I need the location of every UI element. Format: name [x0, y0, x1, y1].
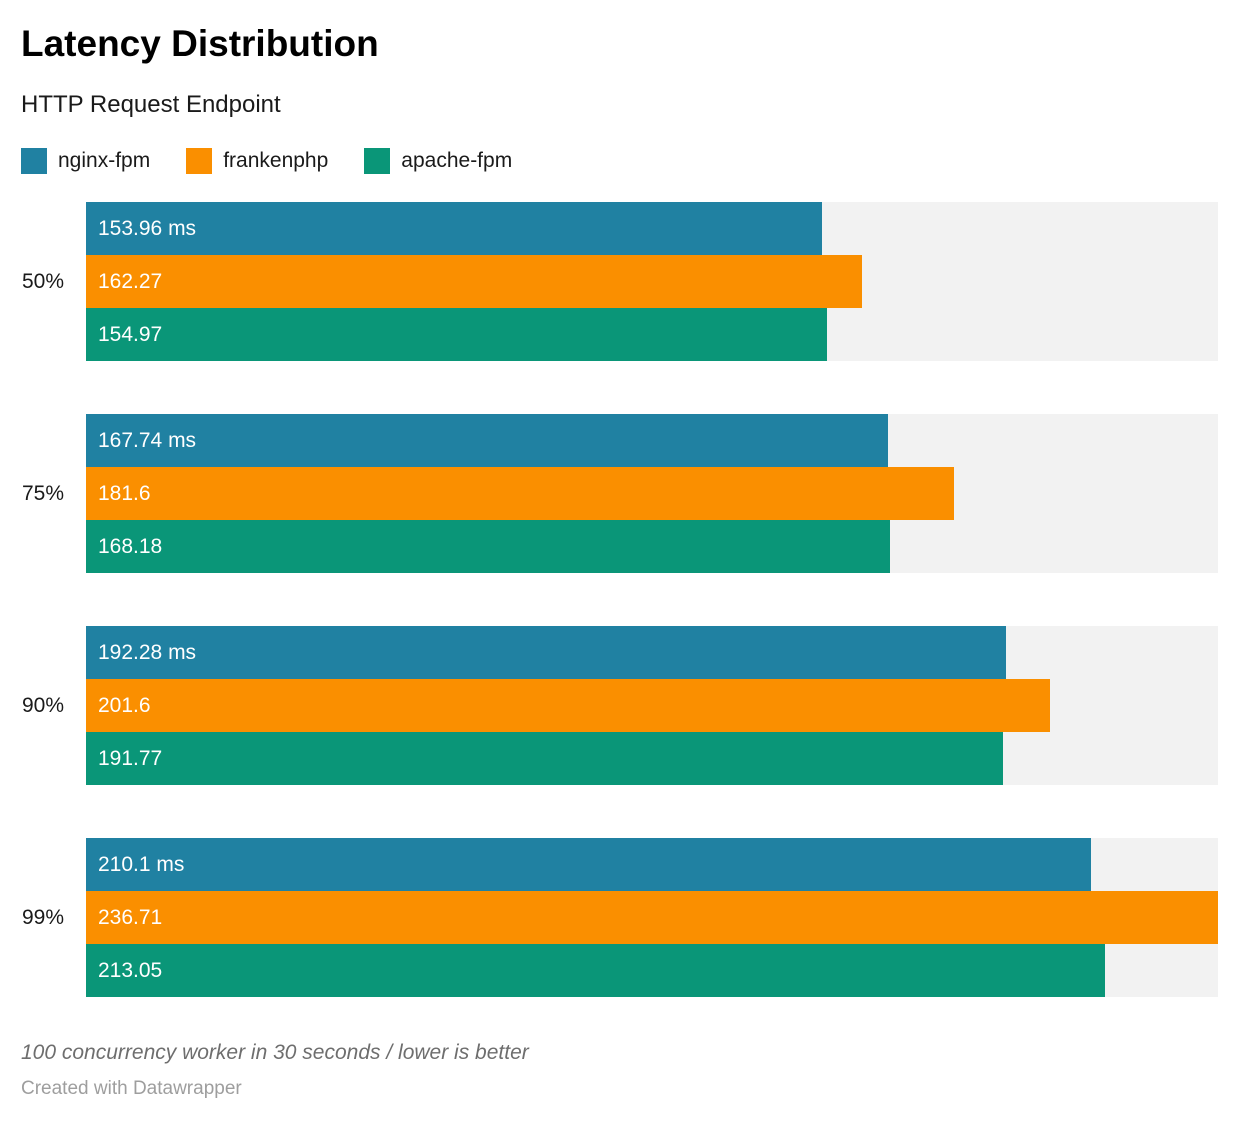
legend-swatch-frankenphp: [186, 148, 213, 174]
bar-nginx-fpm-99%: 210.1 ms: [86, 838, 1091, 891]
bar-apache-fpm-99%: 213.05: [86, 944, 1105, 997]
bar-group-75%: 75% 167.74 ms 181.6 168.18: [0, 414, 1240, 573]
chart-subtitle: HTTP Request Endpoint: [21, 91, 281, 118]
bar-track: 167.74 ms 181.6 168.18: [86, 414, 1218, 573]
bar-value-label: 191.77: [98, 746, 163, 770]
legend-swatch-nginx-fpm: [21, 148, 47, 174]
category-label: 50%: [21, 269, 64, 293]
category-label: 90%: [21, 693, 64, 717]
bar-track: 192.28 ms 201.6 191.77: [86, 626, 1218, 785]
bar-chart: 50% 153.96 ms 162.27 154.97 75% 167.74 ms 181.…: [0, 202, 1240, 997]
legend-label: frankenphp: [223, 149, 329, 172]
bar-value-label: 210.1 ms: [98, 852, 185, 876]
bar-value-label: 162.27: [98, 269, 163, 293]
bar-track: 153.96 ms 162.27 154.97: [86, 202, 1218, 361]
bar-nginx-fpm-50%: 153.96 ms: [86, 202, 823, 255]
bar-track: 210.1 ms 236.71 213.05: [86, 838, 1218, 997]
chart-title: Latency Distribution: [21, 23, 379, 64]
bar-frankenphp-75%: 181.6: [86, 467, 955, 520]
bar-apache-fpm-50%: 154.97: [86, 308, 828, 361]
bar-group-99%: 99% 210.1 ms 236.71 213.05: [0, 838, 1240, 997]
legend-swatch-apache-fpm: [364, 148, 391, 174]
attribution: Created with Datawrapper: [21, 1078, 242, 1099]
bar-nginx-fpm-90%: 192.28 ms: [86, 626, 1006, 679]
bar-frankenphp-99%: 236.71: [86, 891, 1218, 944]
footer-note: 100 concurrency worker in 30 seconds / l…: [21, 1041, 529, 1064]
bar-group-50%: 50% 153.96 ms 162.27 154.97: [0, 202, 1240, 361]
legend-item-nginx-fpm: nginx-fpm: [21, 148, 150, 174]
legend-label: nginx-fpm: [58, 149, 151, 172]
bar-nginx-fpm-75%: 167.74 ms: [86, 414, 889, 467]
bar-value-label: 201.6: [98, 693, 151, 717]
bar-frankenphp-90%: 201.6: [86, 679, 1051, 732]
bar-value-label: 168.18: [98, 534, 163, 558]
category-label: 75%: [21, 481, 64, 505]
bar-value-label: 153.96 ms: [98, 216, 197, 240]
bar-value-label: 236.71: [98, 905, 163, 929]
bar-value-label: 192.28 ms: [98, 640, 197, 664]
legend-item-frankenphp: frankenphp: [186, 148, 328, 174]
bar-value-label: 213.05: [98, 958, 163, 982]
bar-value-label: 167.74 ms: [98, 428, 197, 452]
bar-value-label: 181.6: [98, 481, 151, 505]
category-label: 99%: [21, 905, 64, 929]
bar-group-90%: 90% 192.28 ms 201.6 191.77: [0, 626, 1240, 785]
bar-apache-fpm-75%: 168.18: [86, 520, 891, 573]
bar-value-label: 154.97: [98, 322, 163, 346]
legend: nginx-fpm frankenphp apache-fpm: [21, 146, 1240, 176]
bar-frankenphp-50%: 162.27: [86, 255, 862, 308]
bar-apache-fpm-90%: 191.77: [86, 732, 1004, 785]
legend-item-apache-fpm: apache-fpm: [364, 148, 512, 174]
legend-label: apache-fpm: [401, 149, 513, 172]
